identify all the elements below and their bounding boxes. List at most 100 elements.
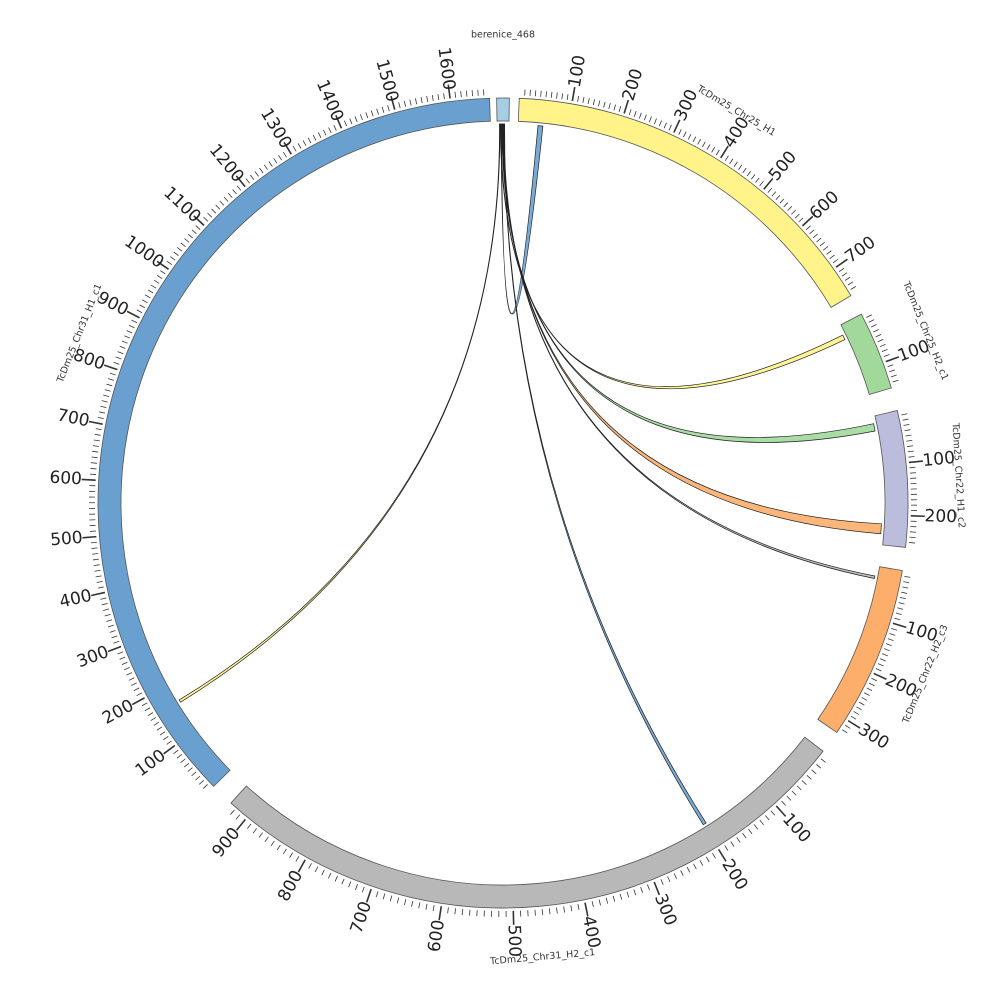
link-chr22h1 [502, 123, 882, 535]
link-chr31h2 [503, 123, 707, 826]
major-tick [365, 888, 372, 903]
minor-tick [381, 106, 385, 113]
minor-tick [382, 893, 386, 900]
major-tick [283, 141, 292, 155]
minor-tick [770, 810, 776, 816]
segment-h1 [517, 97, 852, 308]
segment-label-berenice: berenice_468 [471, 30, 535, 41]
minor-tick [873, 329, 880, 333]
minor-tick [608, 103, 611, 110]
minor-tick [907, 450, 914, 453]
minor-tick [816, 237, 822, 243]
minor-tick [317, 132, 322, 139]
major-tick [847, 719, 861, 729]
minor-tick [195, 225, 201, 230]
minor-tick [706, 144, 711, 150]
tick-label: 1200 [205, 140, 248, 186]
minor-tick [96, 580, 103, 583]
tick-label: 200 [99, 696, 137, 729]
major-tick [103, 364, 118, 371]
minor-tick [103, 394, 110, 398]
major-tick [763, 177, 774, 190]
minor-tick [173, 749, 179, 754]
minor-tick [166, 740, 172, 745]
minor-tick [903, 581, 910, 584]
minor-tick [889, 633, 896, 636]
tick-label: 100 [565, 54, 590, 89]
minor-tick [550, 91, 553, 98]
tick-label: 200 [619, 66, 648, 103]
minor-tick [432, 905, 435, 912]
minor-tick [354, 116, 358, 123]
minor-tick [640, 886, 644, 893]
minor-tick [177, 247, 183, 252]
minor-tick [812, 233, 818, 239]
minor-tick [577, 903, 580, 911]
tick-label: 500 [49, 528, 83, 551]
minor-tick [95, 575, 102, 578]
minor-tick [879, 344, 886, 348]
minor-tick [619, 893, 623, 900]
major-tick [801, 215, 814, 227]
major-tick [126, 310, 140, 319]
tick-label: 100 [132, 746, 170, 781]
minor-tick [724, 845, 729, 851]
tick-label: 700 [347, 899, 376, 936]
minor-tick [794, 213, 800, 219]
minor-tick [887, 638, 894, 641]
minor-tick [227, 193, 233, 199]
major-tick [235, 818, 247, 831]
tick-label: 300 [854, 720, 892, 754]
minor-tick [729, 158, 734, 164]
minor-tick [97, 417, 104, 420]
minor-tick [344, 120, 348, 127]
minor-tick [91, 456, 98, 459]
minor-tick [418, 902, 421, 909]
minor-tick [187, 233, 193, 239]
minor-tick [683, 131, 687, 138]
major-tick [447, 84, 451, 99]
minor-tick [905, 434, 912, 437]
minor-tick [587, 98, 590, 105]
minor-tick [715, 149, 720, 156]
minor-tick [321, 869, 325, 876]
minor-tick [638, 112, 642, 119]
minor-tick [733, 161, 738, 167]
minor-tick [289, 852, 293, 858]
minor-tick [420, 97, 423, 104]
minor-tick [908, 456, 915, 458]
minor-tick [838, 267, 845, 272]
tick-label: 300 [74, 642, 111, 672]
minor-tick [811, 769, 817, 775]
minor-tick [566, 94, 569, 101]
tick-label: 1300 [256, 105, 296, 152]
minor-tick [107, 624, 114, 628]
minor-tick [375, 891, 379, 898]
major-tick [163, 744, 176, 755]
tick-label: 400 [58, 586, 94, 613]
minor-tick [144, 707, 151, 712]
minor-tick [398, 102, 401, 109]
minor-tick [245, 178, 250, 184]
minor-tick [658, 120, 662, 127]
minor-tick [334, 875, 338, 882]
minor-tick [891, 628, 898, 631]
minor-tick [816, 764, 822, 769]
minor-tick [136, 309, 143, 314]
major-tick [156, 260, 170, 270]
minor-tick [779, 198, 785, 204]
minor-tick [276, 844, 281, 851]
minor-tick [307, 137, 312, 144]
minor-tick [461, 908, 464, 916]
minor-tick [139, 304, 145, 309]
tick-label: 700 [841, 232, 879, 267]
tick-label: 1000 [120, 232, 167, 273]
tick-label: 300 [650, 891, 681, 929]
minor-tick [250, 174, 255, 181]
minor-tick [180, 758, 186, 763]
minor-tick [897, 607, 904, 610]
major-tick [584, 902, 589, 917]
minor-tick [909, 542, 916, 544]
minor-tick [796, 785, 802, 791]
major-tick [623, 99, 630, 114]
